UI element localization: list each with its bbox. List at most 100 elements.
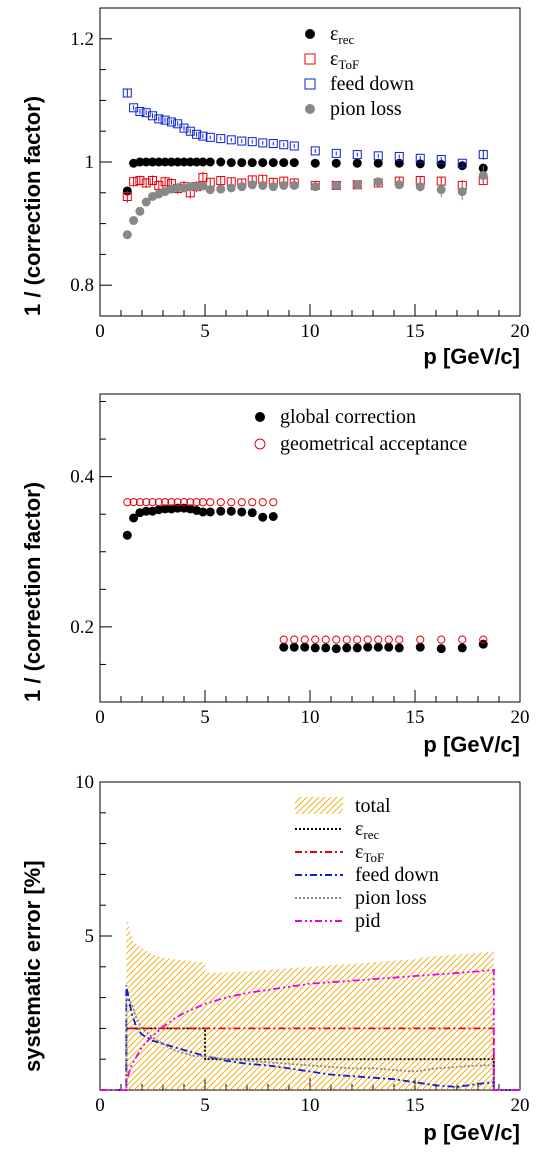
data-point	[205, 185, 215, 195]
axis-ticks: 0 5 10 15 20 0.2 0.4	[70, 401, 530, 728]
data-point	[352, 158, 362, 168]
data-point	[154, 498, 163, 507]
legend-entry: feed down	[295, 864, 439, 886]
series-line	[100, 995, 520, 1091]
x-tick-label: 20	[511, 321, 530, 342]
legend-entry: εrec	[295, 818, 380, 842]
data-point	[310, 146, 320, 156]
data-point	[352, 643, 362, 653]
data-marks	[122, 88, 488, 240]
legend-swatch	[295, 797, 343, 814]
data-point	[148, 175, 157, 185]
data-point	[415, 642, 425, 652]
data-point	[173, 157, 183, 167]
data-point	[186, 498, 195, 507]
data-point	[310, 643, 320, 653]
data-point	[305, 29, 315, 39]
x-tick-label: 15	[406, 707, 425, 728]
data-point	[436, 185, 446, 195]
x-tick-label: 0	[95, 707, 105, 728]
data-point	[148, 157, 157, 167]
data-point	[185, 182, 195, 192]
data-point	[373, 642, 383, 652]
series-2	[122, 88, 488, 168]
data-point	[198, 131, 208, 141]
series-4	[100, 995, 520, 1091]
legend-subscript: ToF	[363, 850, 384, 865]
data-marks	[122, 498, 488, 654]
data-point	[258, 138, 268, 148]
data-point	[154, 114, 164, 124]
data-point	[310, 158, 320, 168]
data-point	[384, 635, 393, 644]
y-tick-label: 0.2	[70, 617, 94, 638]
data-point	[237, 158, 247, 168]
data-point	[305, 104, 315, 114]
data-point	[161, 498, 170, 507]
legend-entry: global correction	[255, 406, 416, 428]
legend-entry: εrec	[305, 23, 355, 47]
legend-label: geometrical acceptance	[280, 433, 467, 455]
data-point	[198, 181, 208, 191]
legend: global correction geometrical acceptance	[254, 406, 467, 455]
data-point	[478, 150, 488, 160]
data-point	[373, 177, 383, 187]
data-point	[247, 508, 257, 518]
data-point	[237, 136, 247, 146]
data-point	[342, 643, 352, 653]
series-0	[122, 157, 488, 196]
data-point	[248, 498, 257, 507]
data-point	[289, 180, 299, 190]
data-point	[247, 137, 257, 147]
data-point	[216, 506, 226, 516]
x-tick-label: 10	[301, 707, 320, 728]
data-point	[363, 642, 373, 652]
legend-label: εToF	[355, 841, 384, 865]
data-point	[129, 498, 138, 507]
data-point	[415, 153, 425, 163]
legend-subscript: rec	[363, 827, 379, 842]
data-point	[185, 157, 195, 167]
data-point	[321, 643, 331, 653]
data-point	[457, 187, 467, 197]
legend-entry: total	[295, 795, 391, 817]
x-tick-label: 5	[200, 321, 210, 342]
data-point	[166, 117, 176, 127]
data-point	[237, 182, 247, 192]
data-point	[268, 139, 278, 149]
data-point	[122, 230, 132, 240]
data-point	[129, 513, 139, 523]
x-tick-label: 5	[200, 1095, 210, 1116]
data-point	[384, 642, 394, 652]
data-point	[226, 183, 236, 193]
data-point	[304, 53, 316, 65]
legend-entry: pion loss	[295, 887, 427, 909]
data-point	[374, 635, 383, 644]
data-point	[173, 183, 183, 193]
data-point	[141, 108, 151, 118]
data-point	[290, 635, 299, 644]
data-point	[478, 171, 488, 181]
data-point	[436, 644, 446, 654]
global-correction-panel: 0 5 10 15 20 0.2 0.4 p [GeV/c] 1 / (correction…	[20, 393, 530, 757]
legend-label: εToF	[330, 48, 359, 72]
data-point	[394, 158, 404, 168]
y-tick-label: 0.8	[70, 275, 94, 296]
x-axis-title: p [GeV/c]	[423, 1120, 520, 1145]
legend-label: pion loss	[330, 98, 402, 120]
legend-label: pid	[355, 910, 381, 932]
data-point	[331, 644, 341, 654]
data-point	[226, 135, 236, 145]
legend-entry: pid	[295, 910, 381, 932]
data-point	[227, 498, 236, 507]
data-point	[394, 180, 404, 190]
x-tick-label: 0	[95, 321, 105, 342]
data-point	[148, 111, 157, 121]
data-point	[192, 157, 202, 167]
data-point	[205, 132, 215, 142]
series-line	[100, 985, 520, 1091]
x-tick-label: 10	[301, 321, 320, 342]
data-point	[247, 180, 257, 190]
data-point	[141, 157, 151, 167]
